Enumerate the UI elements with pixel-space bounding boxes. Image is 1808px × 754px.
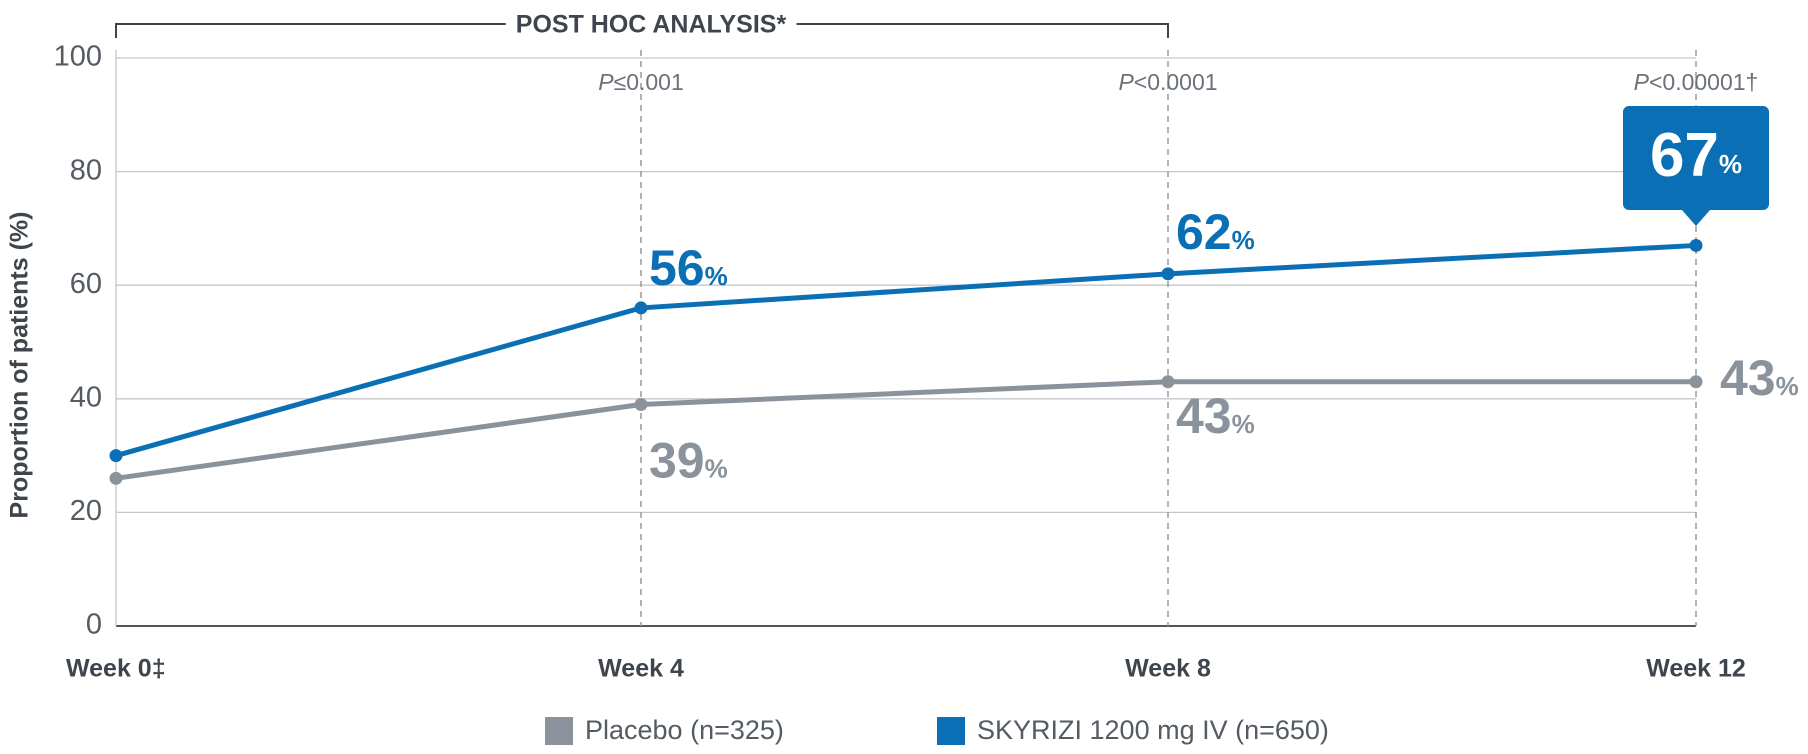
title-bracket bbox=[115, 23, 1169, 38]
chart-title: POST HOC ANALYSIS* bbox=[516, 11, 787, 39]
data-point bbox=[634, 301, 648, 315]
y-tick-label: 20 bbox=[70, 495, 102, 527]
y-axis-label: Proportion of patients (%) bbox=[6, 212, 34, 519]
data-point bbox=[1689, 238, 1703, 252]
data-point bbox=[1161, 375, 1175, 389]
x-tick-label: Week 12 bbox=[1646, 655, 1746, 683]
data-label: 62% bbox=[1176, 204, 1255, 260]
legend-label: SKYRIZI 1200 mg IV (n=650) bbox=[977, 715, 1329, 745]
y-tick-label: 60 bbox=[70, 268, 102, 300]
legend-swatch bbox=[937, 717, 965, 745]
y-tick-label: 80 bbox=[70, 154, 102, 186]
data-label: 43% bbox=[1176, 388, 1255, 444]
legend-label: Placebo (n=325) bbox=[585, 715, 784, 745]
data-point bbox=[1161, 267, 1175, 281]
data-point bbox=[634, 397, 648, 411]
callout-box bbox=[1623, 106, 1769, 226]
data-point bbox=[109, 471, 123, 485]
y-tick-label: 40 bbox=[70, 381, 102, 413]
data-point bbox=[1689, 375, 1703, 389]
series-line bbox=[115, 242, 1697, 459]
data-label: 67% bbox=[1650, 121, 1742, 190]
data-label: 43% bbox=[1720, 350, 1799, 406]
callout: 67% bbox=[1623, 106, 1769, 226]
p-value: P≤0.001 bbox=[598, 69, 684, 95]
x-tick-label: Week 8 bbox=[1125, 655, 1211, 683]
legend-swatch bbox=[545, 717, 573, 745]
p-value: P<0.0001 bbox=[1118, 69, 1217, 95]
data-label: 39% bbox=[649, 433, 728, 489]
data-label: 56% bbox=[649, 240, 728, 296]
series-line bbox=[115, 379, 1696, 481]
x-tick-label: Week 4 bbox=[598, 655, 684, 683]
y-tick-label: 100 bbox=[54, 41, 102, 73]
data-point bbox=[109, 449, 123, 463]
x-tick-label: Week 0‡ bbox=[66, 655, 166, 683]
p-value: P<0.00001† bbox=[1634, 69, 1759, 95]
y-tick-label: 0 bbox=[86, 609, 102, 641]
